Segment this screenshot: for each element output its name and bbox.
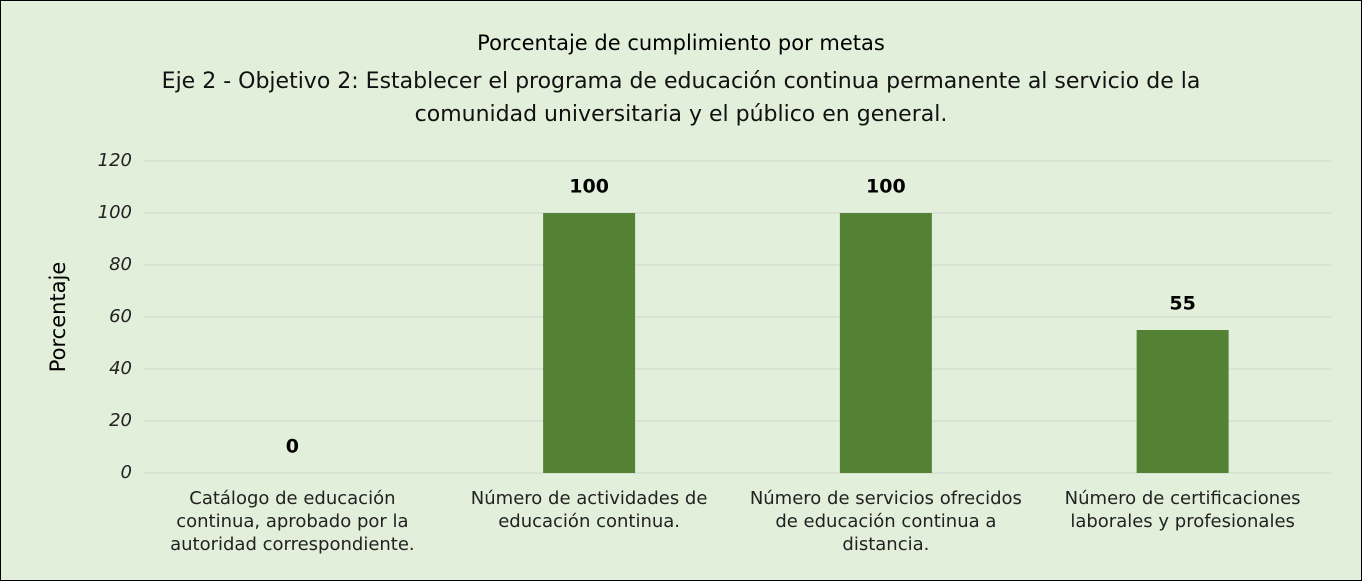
bar — [839, 213, 932, 473]
bar — [543, 213, 636, 473]
chart-title: Porcentaje de cumplimiento por metas — [477, 31, 885, 55]
chart-subtitle: Eje 2 - Objetivo 2: Establecer el progra… — [161, 69, 1201, 127]
x-tick-label: Número de servicios ofrecidos de educaci… — [749, 488, 1022, 555]
x-tick-label: Número de actividades de educación conti… — [470, 488, 708, 532]
y-tick-label: 100 — [98, 202, 132, 223]
y-tick-label: 40 — [109, 358, 132, 379]
data-label: 0 — [286, 436, 299, 458]
x-tick-label: Catálogo de educación continua, aprobado… — [170, 488, 415, 555]
data-label: 100 — [569, 176, 609, 198]
data-label: 55 — [1169, 293, 1195, 315]
x-tick-label: Número de certificaciones laborales y pr… — [1064, 488, 1301, 532]
bar — [1136, 330, 1229, 473]
y-tick-label: 120 — [98, 150, 132, 171]
y-tick-label: 0 — [121, 462, 132, 483]
data-label: 100 — [866, 176, 906, 198]
y-tick-label: 80 — [109, 254, 132, 275]
y-axis-label: Porcentaje — [46, 262, 70, 373]
y-tick-label: 60 — [109, 306, 132, 327]
y-tick-label: 20 — [109, 410, 132, 431]
